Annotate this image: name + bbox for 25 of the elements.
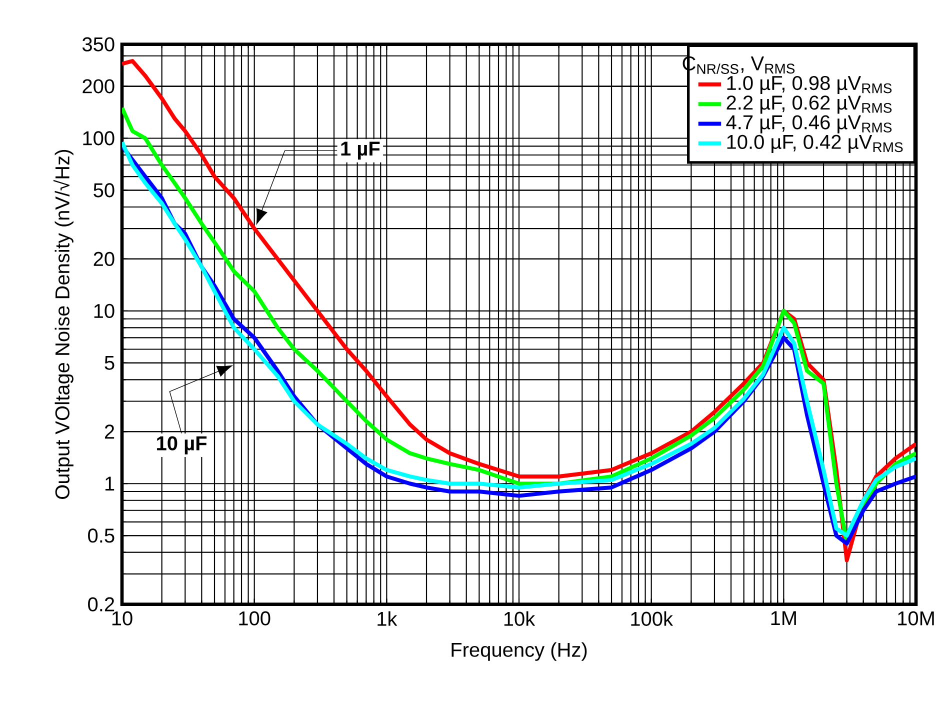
y-tick-label: 10 xyxy=(94,304,114,318)
y-tick-label: 2 xyxy=(104,424,114,438)
y-tick-label: 100 xyxy=(83,131,114,146)
annotation: 1 µF xyxy=(341,142,380,160)
x-tick-label: 10M xyxy=(898,611,934,626)
x-tick-label: 10k xyxy=(504,611,536,626)
legend-label: 1.0 µF, 0.98 µV$_{RMS}$ xyxy=(727,76,892,94)
y-axis-title: Output VOltage Noise Density (nV/√Hz) xyxy=(53,150,74,499)
x-tick-label: 100k xyxy=(631,611,674,626)
legend-label: 2.2 µF, 0.62 µV$_{RMS}$ xyxy=(726,95,892,114)
x-tick-label: 1k xyxy=(378,611,398,626)
x-tick-label: 1M xyxy=(771,611,796,625)
y-tick-label: 350 xyxy=(82,37,114,52)
x-tick-label: 100 xyxy=(239,611,270,626)
y-tick-label: 20 xyxy=(94,252,114,266)
y-tick-label: 50 xyxy=(94,183,114,198)
x-axis-title: Frequency (Hz) xyxy=(452,642,587,661)
y-tick-label: 0.2 xyxy=(88,597,114,612)
y-tick-label: 200 xyxy=(82,79,114,94)
legend-label: 4.7 µF, 0.46 µV$_{RMS}$ xyxy=(726,115,892,134)
annotation: 10 µF xyxy=(157,436,207,454)
legend-label: 10.0 µF, 0.42 µV$_{RMS}$ xyxy=(727,134,903,153)
y-tick-label: 1 xyxy=(105,476,114,490)
y-tick-label: 0.5 xyxy=(88,528,114,543)
y-tick-label: 5 xyxy=(104,356,114,370)
